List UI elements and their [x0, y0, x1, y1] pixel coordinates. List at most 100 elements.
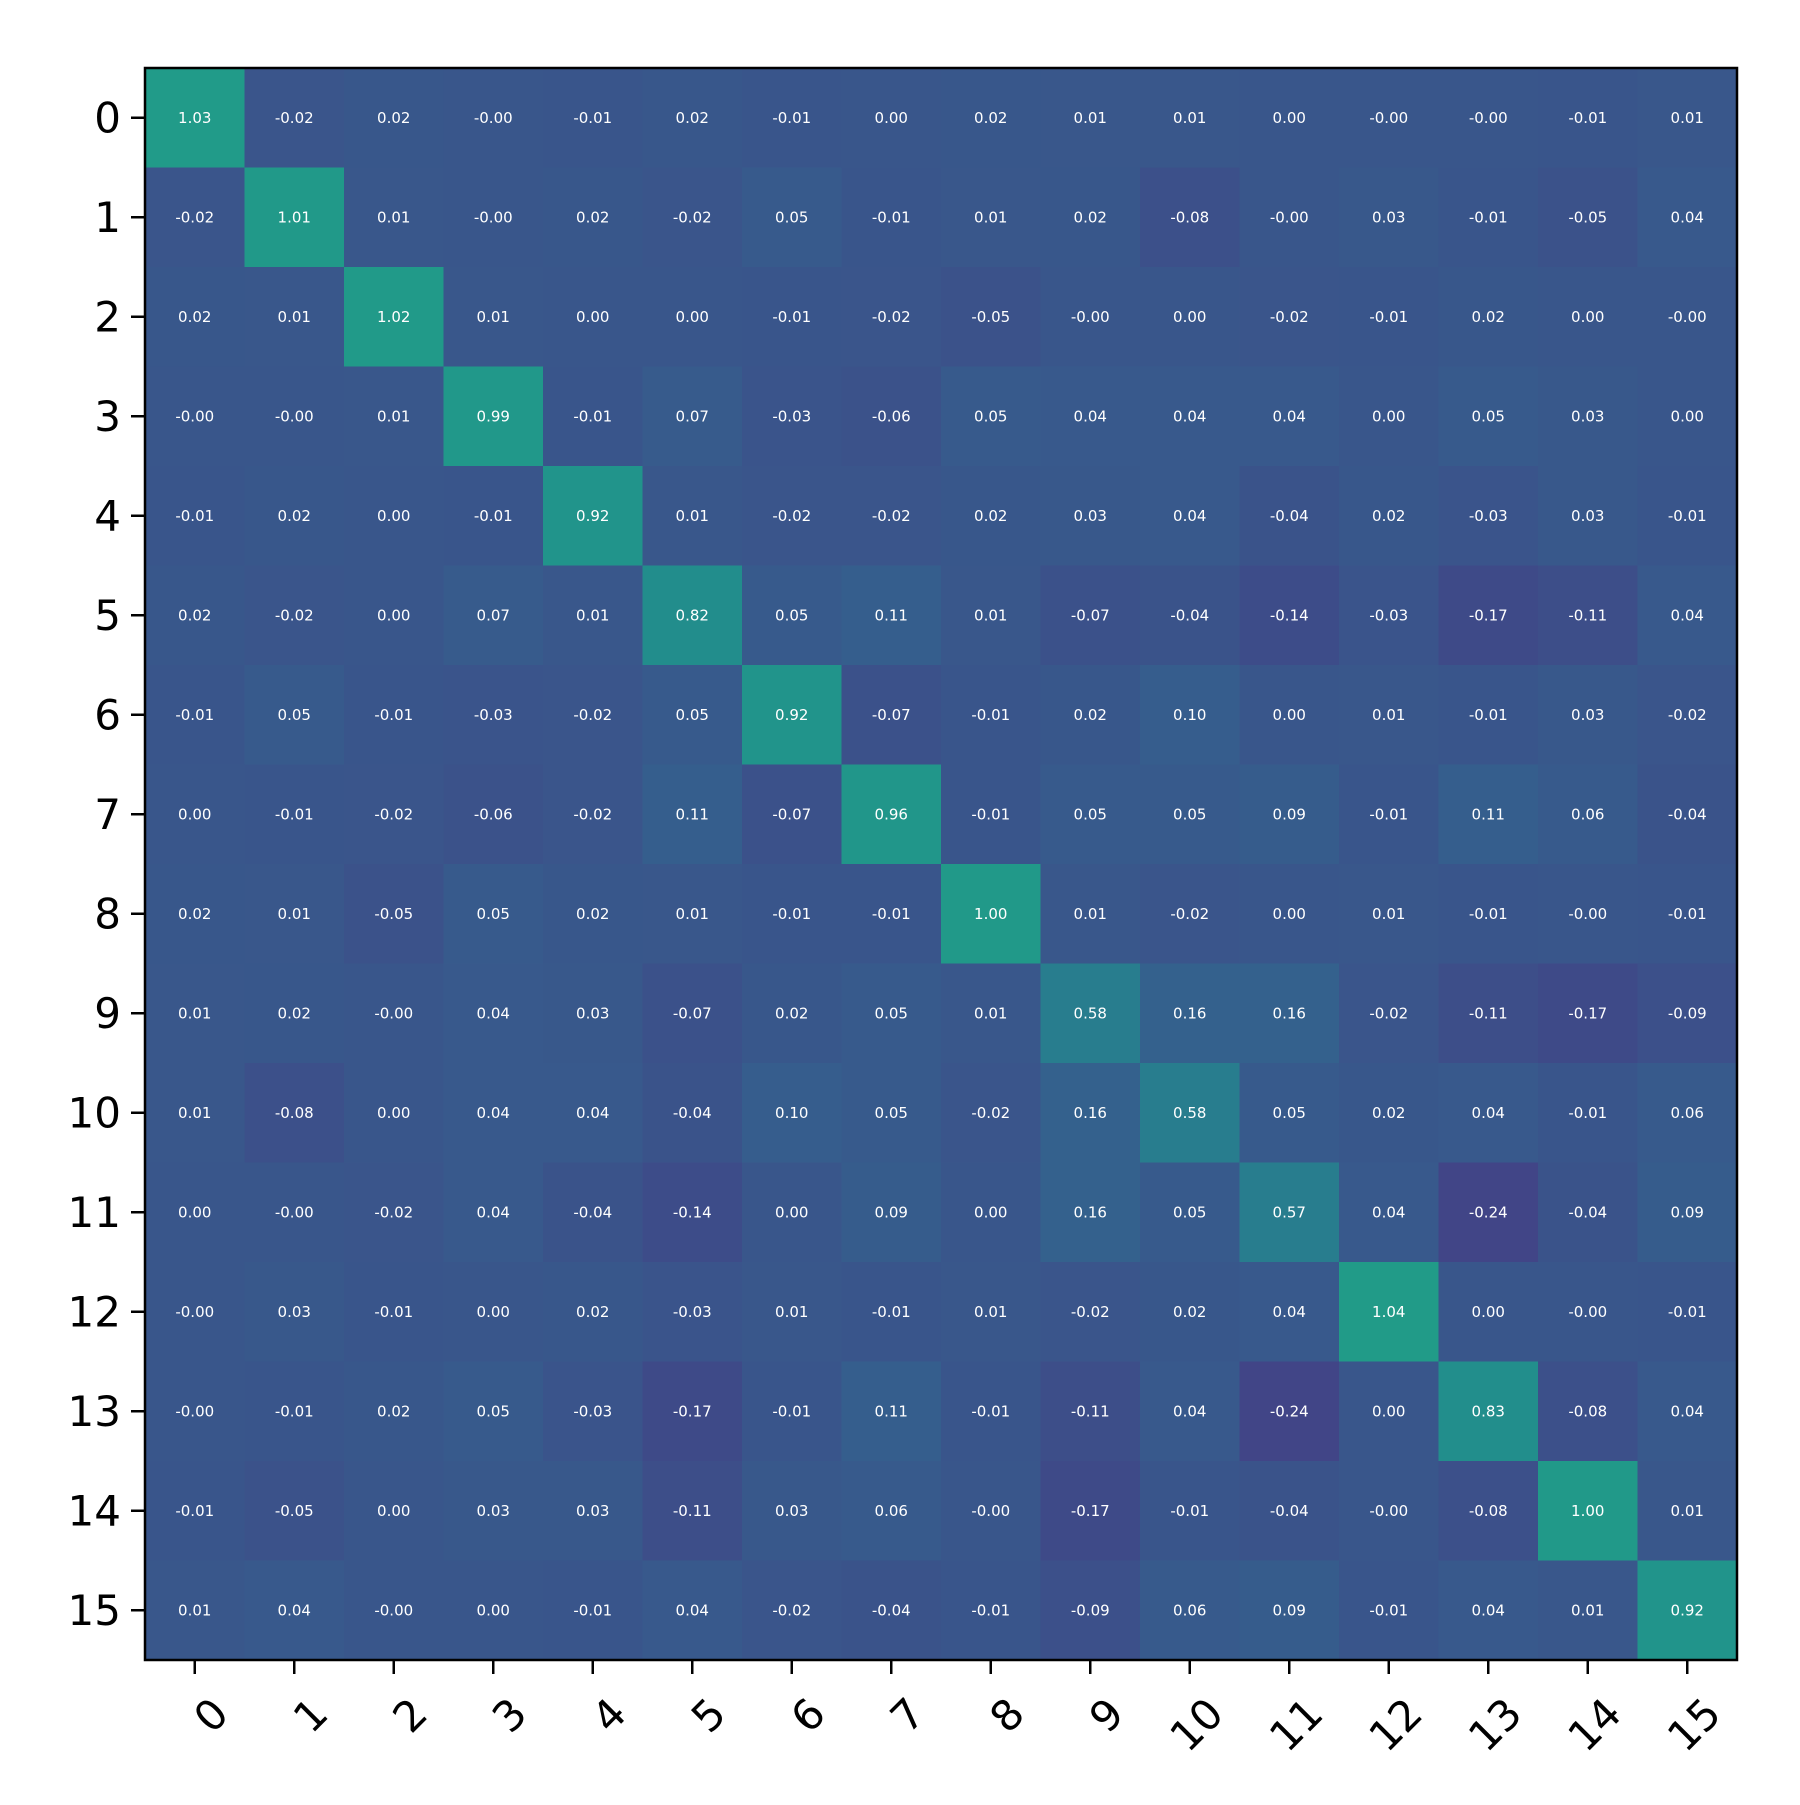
- heatmap-cell: [1538, 1262, 1639, 1363]
- y-tick-label: 7: [94, 790, 121, 839]
- cell-value-label: 0.00: [775, 1203, 808, 1221]
- cell-value-label: 0.09: [1273, 1601, 1306, 1619]
- heatmap-cell: [244, 1063, 345, 1164]
- heatmap-cell: [1239, 1461, 1340, 1562]
- heatmap-cell: [1040, 1361, 1141, 1462]
- heatmap-cell: [841, 764, 942, 865]
- heatmap-cell: [145, 68, 246, 169]
- heatmap-cell: [1339, 1262, 1440, 1363]
- cell-value-label: 0.83: [1472, 1402, 1505, 1420]
- heatmap-cell: [244, 1361, 345, 1462]
- heatmap-cell: [941, 1461, 1042, 1562]
- heatmap-cell: [1140, 565, 1241, 666]
- heatmap-cell: [543, 864, 644, 965]
- heatmap-cell: [145, 167, 246, 268]
- heatmap-cell: [1538, 764, 1639, 865]
- cell-value-label: -0.17: [1469, 606, 1508, 624]
- heatmap-cell: [642, 1162, 743, 1263]
- cell-value-label: -0.02: [772, 1601, 811, 1619]
- heatmap-cell: [742, 1560, 843, 1661]
- heatmap-cell: [443, 963, 544, 1064]
- heatmap-cell: [1140, 68, 1241, 169]
- y-tick-label: 12: [68, 1287, 121, 1336]
- heatmap-cell: [145, 267, 246, 368]
- heatmap-cell: [1239, 68, 1340, 169]
- cell-value-label: 0.03: [1372, 208, 1405, 226]
- cell-value-label: -0.03: [1469, 507, 1508, 525]
- heatmap-cell: [443, 565, 544, 666]
- heatmap-cell: [244, 1162, 345, 1263]
- heatmap-cell: [1637, 466, 1738, 567]
- heatmap-cell: [841, 68, 942, 169]
- x-tick-label: 14: [1558, 1688, 1630, 1760]
- cell-value-label: -0.01: [573, 109, 612, 127]
- cell-value-label: 0.01: [1074, 109, 1107, 127]
- heatmap-cell: [443, 167, 544, 268]
- y-tick-label: 4: [94, 491, 121, 540]
- cell-value-label: -0.07: [673, 1004, 712, 1022]
- heatmap-cell: [742, 366, 843, 467]
- heatmap-cell: [543, 1560, 644, 1661]
- heatmap-cell: [1339, 1162, 1440, 1263]
- heatmap-cell: [344, 267, 445, 368]
- cell-value-label: 0.03: [775, 1502, 808, 1520]
- cell-value-label: 0.05: [875, 1004, 908, 1022]
- cell-value-label: -0.17: [1568, 1004, 1607, 1022]
- cell-value-label: 0.03: [1074, 507, 1107, 525]
- heatmap-cell: [742, 1361, 843, 1462]
- heatmap-cell: [1339, 466, 1440, 567]
- heatmap-cell: [543, 68, 644, 169]
- heatmap-cell: [1339, 68, 1440, 169]
- heatmap-cell: [1637, 1461, 1738, 1562]
- heatmap-cell: [841, 565, 942, 666]
- heatmap-cell: [344, 1162, 445, 1263]
- cell-value-label: 0.03: [278, 1303, 311, 1321]
- cell-value-label: 0.00: [1571, 308, 1604, 326]
- y-tick-label: 10: [68, 1088, 121, 1137]
- cell-value-label: -0.02: [872, 308, 911, 326]
- cell-value-label: 0.01: [377, 208, 410, 226]
- cell-value-label: -0.00: [1071, 308, 1110, 326]
- heatmap-cell: [742, 1162, 843, 1263]
- y-tick-label: 15: [68, 1586, 121, 1635]
- cell-value-label: 0.01: [178, 1601, 211, 1619]
- cell-value-label: -0.02: [275, 109, 314, 127]
- cell-value-label: 0.03: [477, 1502, 510, 1520]
- heatmap-cell: [642, 1063, 743, 1164]
- x-tick-label: 6: [781, 1688, 835, 1742]
- heatmap-cell: [1438, 466, 1539, 567]
- cell-value-label: 0.00: [576, 308, 609, 326]
- cell-value-label: 0.92: [576, 507, 609, 525]
- cell-value-label: 0.10: [775, 1104, 808, 1122]
- cell-value-label: 1.03: [178, 109, 211, 127]
- cell-value-label: 0.00: [1372, 1402, 1405, 1420]
- heatmap-cell: [742, 565, 843, 666]
- cell-value-label: 0.01: [775, 1303, 808, 1321]
- heatmap-cell: [642, 963, 743, 1064]
- cell-value-label: -0.02: [573, 805, 612, 823]
- cell-value-label: 0.04: [477, 1203, 510, 1221]
- heatmap-cell: [344, 1262, 445, 1363]
- cell-value-label: -0.00: [175, 407, 214, 425]
- cell-value-label: 0.00: [1472, 1303, 1505, 1321]
- y-tick-label: 2: [94, 292, 121, 341]
- heatmap-cell: [1538, 665, 1639, 766]
- cell-value-label: 0.02: [576, 1303, 609, 1321]
- cell-value-label: -0.04: [573, 1203, 612, 1221]
- heatmap-cell: [1438, 1262, 1539, 1363]
- heatmap-cell: [1040, 68, 1141, 169]
- cell-value-label: -0.17: [1071, 1502, 1110, 1520]
- cell-value-label: 0.05: [1074, 805, 1107, 823]
- y-tick-label: 8: [94, 889, 121, 938]
- cell-value-label: -0.01: [971, 706, 1010, 724]
- x-axis: 0 1 2 3 4 5 6 7 8 9 10 11 12 13 14 15: [184, 1660, 1730, 1761]
- heatmap-cell: [1339, 665, 1440, 766]
- cell-value-label: -0.00: [474, 208, 513, 226]
- cell-value-label: 0.02: [1372, 1104, 1405, 1122]
- cell-value-label: 0.01: [974, 606, 1007, 624]
- cell-value-label: 0.01: [676, 507, 709, 525]
- heatmap-cell: [543, 1361, 644, 1462]
- heatmap-cell: [145, 1461, 246, 1562]
- cell-value-label: 0.99: [477, 407, 510, 425]
